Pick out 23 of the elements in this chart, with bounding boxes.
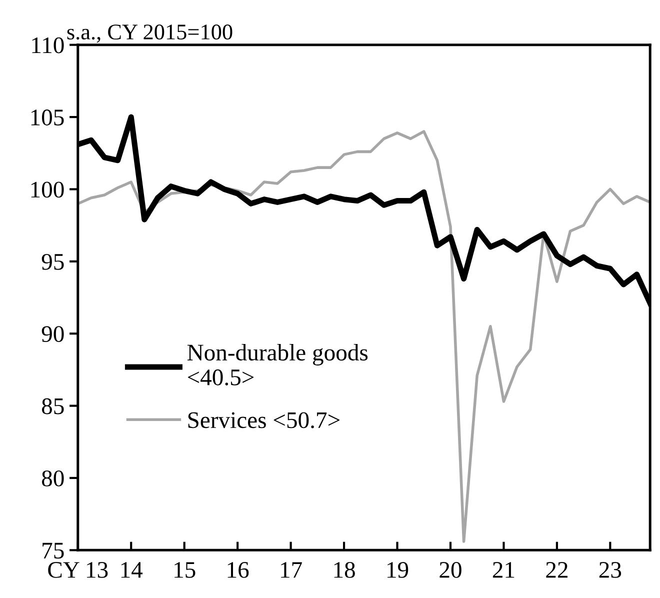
y-tick-label: 110 — [32, 37, 64, 54]
legend-label: Non-durable goods <40.5> — [187, 344, 368, 386]
y-tick-label: 95 — [42, 254, 64, 270]
x-tick-label: CY 13 — [48, 562, 108, 578]
x-tick-label: 14 — [121, 562, 143, 578]
y-tick-label: 105 — [31, 110, 64, 126]
x-tick-label: 23 — [599, 562, 622, 578]
x-tick-label: 16 — [228, 562, 249, 578]
x-tick-label: 20 — [440, 562, 462, 578]
x-tick-label: 21 — [492, 562, 514, 578]
x-tick-label: 15 — [174, 562, 196, 578]
line-series — [78, 130, 650, 543]
y-tick-label: 100 — [31, 182, 64, 198]
chart-title: s.a., CY 2015=100 — [67, 24, 232, 43]
legend-label: Services <50.7> — [188, 412, 340, 428]
x-tick-label: 22 — [546, 562, 568, 578]
y-tick-label: 90 — [42, 326, 64, 342]
y-tick-label: 80 — [42, 470, 64, 486]
x-tick-label: 19 — [388, 562, 408, 578]
y-tick-label: 75 — [42, 542, 64, 559]
x-tick-label: 18 — [334, 562, 355, 578]
y-tick-label: 85 — [42, 398, 64, 414]
x-tick-label: 17 — [281, 562, 302, 578]
